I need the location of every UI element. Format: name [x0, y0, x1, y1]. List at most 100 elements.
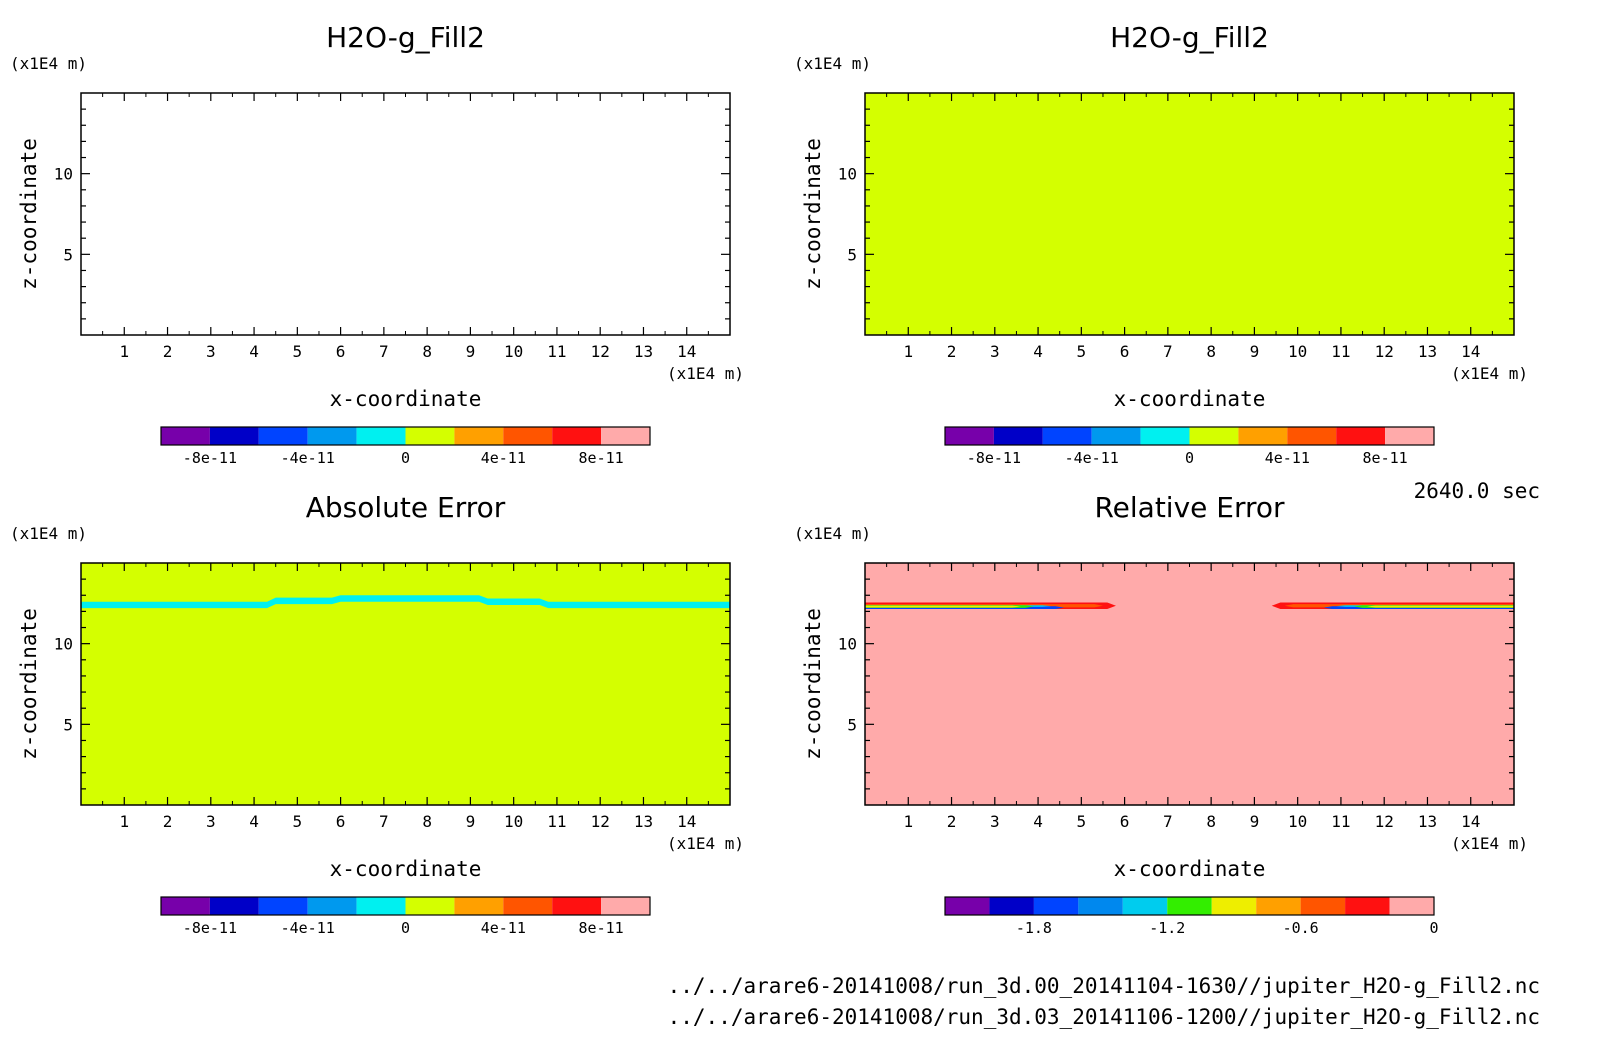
colorbar-swatch	[356, 897, 406, 915]
y-tick-label: 10	[838, 165, 857, 184]
x-tick-label: 7	[379, 812, 389, 831]
colorbar-label: 4e-11	[481, 449, 526, 467]
colorbar-swatch	[405, 897, 455, 915]
colorbar-label: -8e-11	[183, 449, 237, 467]
colorbar-swatch	[1122, 897, 1168, 915]
x-tick-label: 6	[336, 812, 346, 831]
y-tick-label: 10	[54, 635, 73, 654]
colorbar-label: -8e-11	[183, 919, 237, 937]
panel-1: H2O-g_Fill2(x1E4 m)1 2 3 4 5 6 7 8 9 10 11 12 13 1451…	[10, 21, 744, 467]
x-tick-label: 8	[422, 342, 432, 361]
y-axis-label: z-coordinate	[17, 608, 41, 760]
x-tick-label: 3	[990, 812, 1000, 831]
colorbar-swatch	[1389, 897, 1434, 915]
x-tick-label: 10	[1288, 342, 1307, 361]
colorbar-label: 0	[401, 919, 410, 937]
x-tick-label: 4	[1033, 812, 1043, 831]
colorbar-swatch	[161, 427, 210, 445]
colorbar-swatch	[258, 427, 308, 445]
error-streak	[1366, 605, 1514, 608]
x-tick-label: 4	[1033, 342, 1043, 361]
colorbar-swatch	[1238, 427, 1288, 445]
x-tick-label: 13	[634, 812, 653, 831]
x-tick-label: 9	[466, 812, 476, 831]
colorbar-label: 4e-11	[1265, 449, 1310, 467]
panel-title: Absolute Error	[306, 491, 506, 524]
y-tick-label: 10	[838, 635, 857, 654]
x-tick-label: 4	[249, 812, 259, 831]
colorbar-swatch	[945, 897, 990, 915]
colorbar-frame	[160, 426, 651, 446]
panel-4: Relative Error(x1E4 m)1 2 3 4 5 6 7 8 9 10 11 12 13 1…	[794, 491, 1528, 937]
colorbar-swatch	[209, 897, 259, 915]
panel-title: H2O-g_Fill2	[1110, 21, 1269, 54]
panel-title: Relative Error	[1094, 491, 1285, 524]
colorbar-swatch	[1167, 897, 1212, 915]
colorbar-swatch	[993, 427, 1043, 445]
y-tick-label: 5	[847, 245, 857, 264]
colorbar-swatch	[1042, 427, 1092, 445]
x-tick-label: 12	[591, 812, 610, 831]
colorbar-label: 8e-11	[1363, 449, 1408, 467]
x-tick-label: 2	[947, 342, 957, 361]
x-tick-label: 11	[1331, 812, 1350, 831]
x-tick-label: 11	[1331, 342, 1350, 361]
x-unit-label: (x1E4 m)	[667, 364, 744, 383]
x-tick-label: 11	[547, 342, 566, 361]
x-tick-label: 6	[336, 342, 346, 361]
colorbar-swatch	[307, 427, 357, 445]
panel-2: H2O-g_Fill2(x1E4 m)1 2 3 4 5 6 7 8 9 10 11 12 13 1451…	[794, 21, 1528, 467]
colorbar-swatch	[1033, 897, 1079, 915]
colorbar-swatch	[258, 897, 308, 915]
colorbar-swatch	[552, 427, 602, 445]
colorbar-label: 0	[1185, 449, 1194, 467]
x-tick-label: 12	[1375, 342, 1394, 361]
x-tick-label: 9	[1250, 812, 1260, 831]
x-axis-label: x-coordinate	[330, 857, 482, 881]
colorbar-label: -1.2	[1149, 919, 1185, 937]
colorbar-swatch	[989, 897, 1034, 915]
colorbar-swatch	[1078, 897, 1123, 915]
colorbar-swatch	[945, 427, 994, 445]
colorbar-label: -4e-11	[1065, 449, 1119, 467]
y-unit-label: (x1E4 m)	[794, 524, 871, 543]
x-tick-label: 12	[1375, 812, 1394, 831]
x-tick-label: 3	[206, 812, 216, 831]
colorbar-swatch	[405, 427, 455, 445]
x-unit-label: (x1E4 m)	[1451, 364, 1528, 383]
colorbar-swatch	[503, 427, 553, 445]
y-tick-label: 10	[54, 165, 73, 184]
x-axis-label: x-coordinate	[330, 387, 482, 411]
colorbar-swatch	[1256, 897, 1301, 915]
colorbar-swatch	[1211, 897, 1257, 915]
colorbar-swatch	[454, 427, 504, 445]
colorbar-label: 4e-11	[481, 919, 526, 937]
x-tick-label: 5	[1077, 342, 1087, 361]
colorbar-swatch	[1336, 427, 1386, 445]
colorbar-frame	[944, 896, 1435, 916]
x-tick-label: 14	[1461, 812, 1480, 831]
colorbar-swatch	[1385, 427, 1434, 445]
y-tick-label: 5	[63, 245, 73, 264]
x-tick-label: 7	[1163, 342, 1173, 361]
colorbar-swatch	[454, 897, 504, 915]
error-band	[81, 595, 730, 609]
x-tick-label: 13	[1418, 812, 1437, 831]
colorbar-label: 8e-11	[579, 449, 624, 467]
colorbar-label: -4e-11	[281, 919, 335, 937]
x-tick-label: 6	[1120, 812, 1130, 831]
colorbar-swatch	[601, 427, 650, 445]
colorbar-label: -4e-11	[281, 449, 335, 467]
x-unit-label: (x1E4 m)	[667, 834, 744, 853]
time-label: 2640.0 sec	[1414, 479, 1540, 503]
colorbar-label: -1.8	[1016, 919, 1052, 937]
y-axis-label: z-coordinate	[17, 138, 41, 290]
colorbar-swatch	[209, 427, 259, 445]
x-tick-label: 5	[293, 342, 303, 361]
colorbar-frame	[160, 896, 651, 916]
x-tick-label: 2	[163, 812, 173, 831]
y-tick-label: 5	[847, 715, 857, 734]
x-tick-label: 11	[547, 812, 566, 831]
x-tick-label: 1	[903, 812, 913, 831]
field-fill	[865, 563, 1514, 805]
